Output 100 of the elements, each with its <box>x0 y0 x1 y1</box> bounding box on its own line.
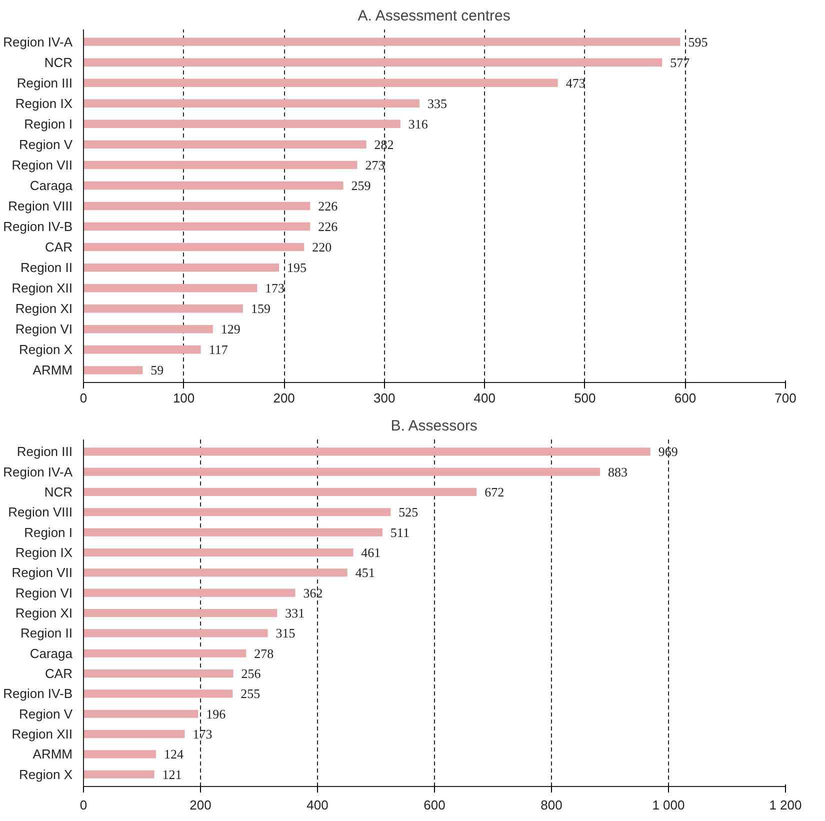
data-label: 159 <box>250 301 270 316</box>
bar <box>84 181 344 190</box>
y-tick-label: Region VII <box>12 565 72 580</box>
y-tick-label: ARMM <box>32 746 72 762</box>
data-label: 117 <box>208 342 228 358</box>
y-tick-label: Region V <box>19 706 73 722</box>
bar <box>84 488 477 496</box>
bar <box>84 448 650 456</box>
y-tick-label: Region VIII <box>8 198 73 214</box>
data-label: 59 <box>150 362 164 378</box>
bar <box>84 649 246 658</box>
bar <box>84 78 558 87</box>
y-tick-label: Region X <box>19 342 73 358</box>
bar <box>84 222 310 231</box>
y-tick-label: Region IX <box>15 96 73 111</box>
x-tick-label: 600 <box>674 390 696 406</box>
data-label: 124 <box>164 746 184 762</box>
y-tick-label: Region I <box>24 524 72 540</box>
bar <box>84 468 600 476</box>
bar <box>84 750 156 758</box>
y-tick-label: Region VI <box>15 322 73 337</box>
y-tick-label: NCR <box>44 484 73 500</box>
x-tick-label: 200 <box>190 798 212 812</box>
y-tick-label: Region IX <box>15 544 73 560</box>
data-label: 315 <box>276 626 296 641</box>
bar <box>84 770 154 778</box>
bar <box>84 202 310 210</box>
x-tick-label: 100 <box>172 390 195 406</box>
x-tick-label: 1 000 <box>652 798 685 812</box>
data-label: 226 <box>318 219 338 234</box>
bar <box>84 58 662 66</box>
bar <box>84 346 201 354</box>
x-tick-label: 700 <box>774 390 796 406</box>
x-tick-label: 800 <box>540 798 562 812</box>
y-tick-label: Region II <box>20 626 73 641</box>
data-label: 331 <box>285 606 305 620</box>
data-label: 278 <box>254 646 274 661</box>
bar <box>84 242 304 252</box>
y-tick-label: Region I <box>24 116 72 132</box>
data-label: 129 <box>220 322 240 337</box>
x-tick-label: 0 <box>80 390 88 406</box>
bar <box>84 38 680 46</box>
data-label: 672 <box>484 484 504 500</box>
y-tick-label: Region VI <box>15 585 73 600</box>
data-label: 173 <box>192 726 212 742</box>
data-label: 173 <box>264 280 284 296</box>
y-tick-label: Region XI <box>15 606 73 620</box>
y-tick-label: Region IV-A <box>3 464 73 480</box>
y-tick-label: Caraga <box>30 646 74 661</box>
bar <box>84 263 280 272</box>
data-label: 969 <box>658 444 678 460</box>
y-tick-label: CAR <box>45 240 73 255</box>
y-tick-label: Region IV-B <box>3 686 72 702</box>
bar <box>84 304 243 313</box>
x-tick-label: 1 200 <box>769 798 802 812</box>
data-label: 282 <box>374 136 394 152</box>
x-tick-label: 300 <box>374 390 396 406</box>
data-label: 121 <box>162 766 182 782</box>
data-label: 259 <box>351 178 371 193</box>
bar <box>84 284 257 292</box>
bar <box>84 629 268 638</box>
data-label: 883 <box>608 464 628 480</box>
y-tick-label: Region VII <box>12 157 72 172</box>
bar <box>84 528 382 536</box>
bar <box>84 730 185 738</box>
bar <box>84 160 358 170</box>
bar <box>84 325 213 334</box>
data-label: 451 <box>355 565 375 580</box>
y-tick-label: ARMM <box>32 362 72 378</box>
y-tick-label: Region IV-B <box>3 219 72 234</box>
bar <box>84 508 391 516</box>
y-tick-label: Region XII <box>12 726 72 742</box>
bar <box>84 366 143 374</box>
x-tick-label: 200 <box>273 390 295 406</box>
y-tick-label: Region XI <box>15 301 73 316</box>
data-label: 595 <box>688 34 708 50</box>
data-label: 461 <box>361 544 381 560</box>
y-tick-label: NCR <box>44 54 73 70</box>
bar <box>84 548 354 557</box>
data-label: 335 <box>427 96 447 111</box>
y-tick-label: Region IV-A <box>3 34 73 50</box>
y-tick-label: Region II <box>20 260 73 276</box>
x-tick-label: 400 <box>306 798 328 812</box>
bar <box>84 140 366 149</box>
data-label: 273 <box>365 157 385 172</box>
data-label: 196 <box>206 706 226 722</box>
data-label: 226 <box>318 198 338 214</box>
y-tick-label: Region X <box>19 766 73 782</box>
y-tick-label: CAR <box>45 666 73 682</box>
data-label: 195 <box>287 260 307 276</box>
bar <box>84 608 278 618</box>
x-tick-label: 0 <box>80 798 88 812</box>
y-tick-label: Region XII <box>12 280 72 296</box>
data-label: 255 <box>240 686 260 702</box>
y-tick-label: Region V <box>19 136 73 152</box>
bar <box>84 120 400 128</box>
y-tick-label: Region VIII <box>8 504 73 520</box>
bar <box>84 588 296 597</box>
bar <box>84 690 233 698</box>
chart-title: B. Assessors <box>390 418 478 434</box>
